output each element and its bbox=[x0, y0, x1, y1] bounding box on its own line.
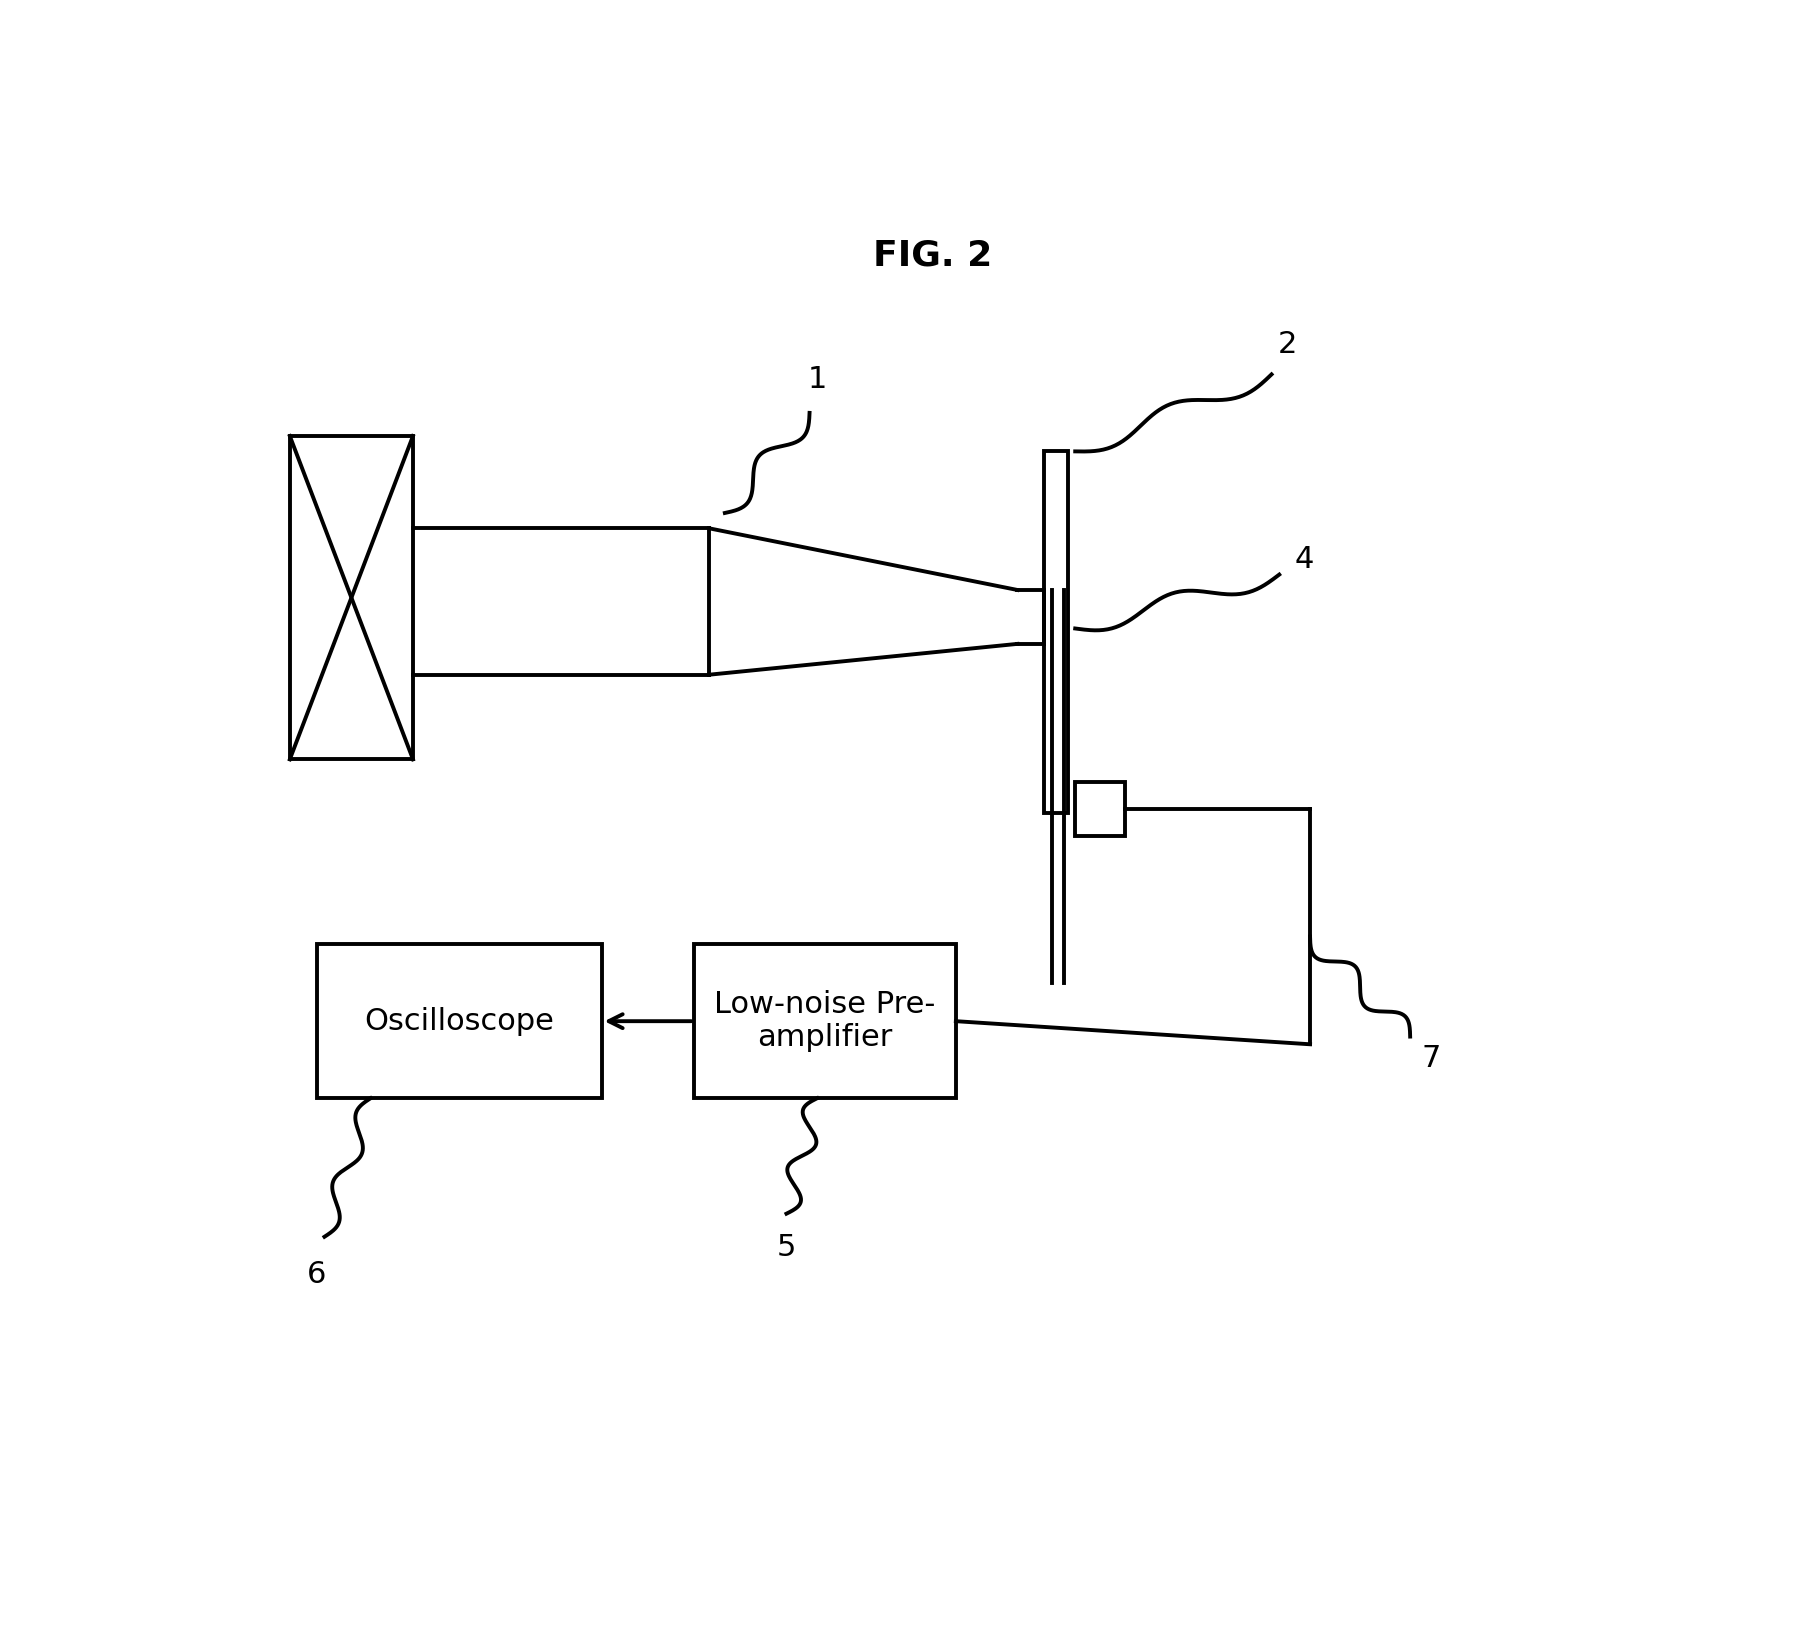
Text: 5: 5 bbox=[777, 1233, 795, 1263]
Text: Low-noise Pre-
amplifier: Low-noise Pre- amplifier bbox=[713, 990, 935, 1052]
Text: 7: 7 bbox=[1421, 1044, 1441, 1074]
Text: FIG. 2: FIG. 2 bbox=[874, 238, 992, 271]
Text: 4: 4 bbox=[1294, 544, 1314, 574]
Text: 2: 2 bbox=[1278, 330, 1296, 358]
Text: 1: 1 bbox=[808, 365, 826, 393]
Text: Oscilloscope: Oscilloscope bbox=[364, 1006, 553, 1036]
Text: 6: 6 bbox=[308, 1259, 326, 1289]
